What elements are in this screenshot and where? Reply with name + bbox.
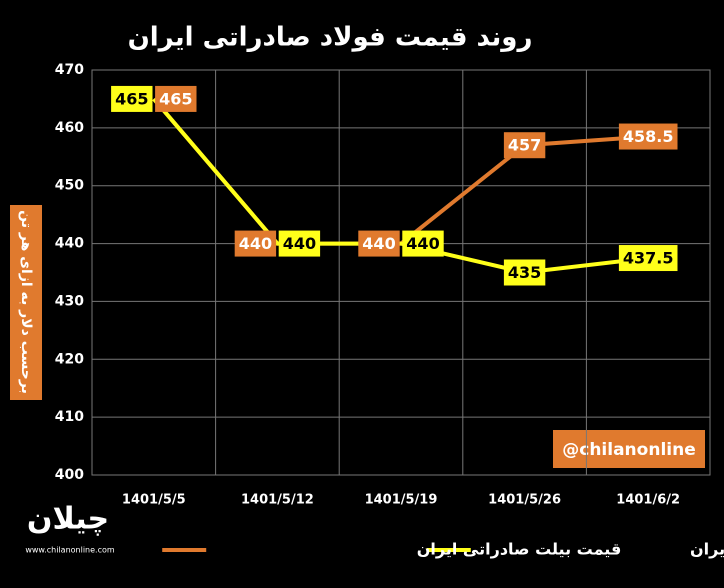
data-label: 437.5 [623,249,674,268]
annotation: @chilanonline [562,440,695,460]
data-label-box [503,132,546,159]
logo-url: www.chilanonline.com [25,546,115,555]
data-label: 465 [115,89,148,108]
data-label-box [503,259,546,286]
y-tick-label: 430 [55,293,84,309]
data-label-box [358,230,400,257]
y-label-box [10,205,42,400]
x-tick-label: 1401/5/12 [241,493,314,508]
y-tick-label: 460 [55,120,84,136]
data-label-box [618,123,678,150]
data-label-box [111,85,153,112]
data-label: 440 [239,234,272,253]
data-label: 440 [362,234,395,253]
y-tick-label: 400 [55,467,84,483]
data-label: 465 [159,89,192,108]
x-tick-label: 1401/5/19 [365,493,438,508]
logo: چیلان [27,502,109,537]
data-label-box [618,245,678,272]
legend-label: قیمت اسلب صادراتی ایران [690,540,724,559]
data-label-box [155,85,197,112]
annotation-box [553,430,705,468]
data-label: 457 [508,136,541,155]
y-tick-label: 470 [55,62,84,78]
y-axis-label: برحسب دلار به ازای هر تن [18,210,34,394]
data-label: 440 [406,234,439,253]
x-tick-label: 1401/5/26 [488,493,561,508]
y-tick-label: 410 [55,409,84,425]
series-line [152,97,649,275]
data-label-box [402,230,444,257]
y-tick-label: 450 [55,178,84,194]
data-label: 458.5 [623,127,674,146]
data-label: 435 [508,263,541,282]
x-tick-label: 1401/5/5 [122,493,186,508]
data-label-box [234,230,277,257]
data-label: 440 [283,234,316,253]
x-tick-label: 1401/6/2 [616,493,680,508]
y-tick-label: 440 [55,236,84,252]
legend-label: قیمت بیلت صادراتی ایران [417,540,622,559]
chart-title: روند قیمت فولاد صادراتی ایران [128,23,533,53]
y-tick-label: 420 [55,351,84,367]
data-label-box [278,230,321,257]
